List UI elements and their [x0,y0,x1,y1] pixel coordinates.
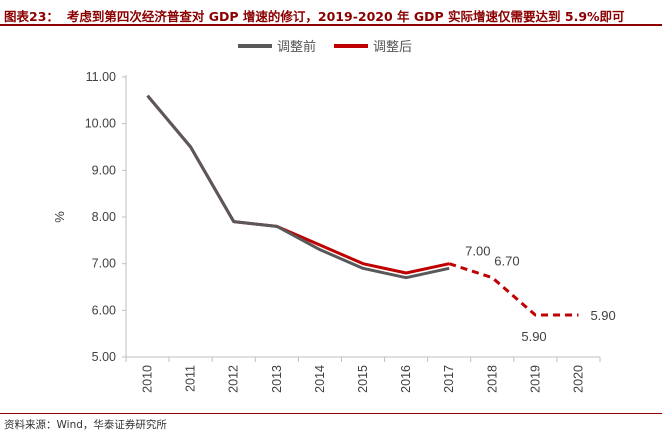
series-before-line [146,94,450,280]
x-tick-label: 2010 [141,365,155,393]
source-note: 资料来源：Wind，华泰证券研究所 [4,419,167,431]
x-tick-label: 2020 [571,365,585,393]
y-tick-label: 11.00 [86,70,116,84]
x-tick-label: 2013 [270,365,284,393]
x-tick-label: 2014 [313,365,327,393]
top-divider [0,24,662,26]
x-tick-label: 2015 [356,365,370,393]
x-tick-label: 2012 [227,365,241,393]
bottom-divider [0,413,662,414]
x-tick-label: 2018 [485,365,499,393]
legend-after-label: 调整后 [373,40,412,55]
chart-title: 图表23： 考虑到第四次经济普查对 GDP 增速的修订，2019-2020 年 G… [4,6,625,25]
series-after-solid-line [146,94,450,275]
figure-label: 图表23： [4,9,59,24]
y-tick-label: 5.00 [92,350,116,364]
y-tick-label: 6.00 [92,303,116,317]
figure-caption: 考虑到第四次经济普查对 GDP 增速的修订，2019-2020 年 GDP 实际… [66,9,625,24]
data-label-2017: 7.00 [465,244,490,259]
y-tick-label: 10.00 [85,117,116,131]
x-tick-label: 2011 [184,365,198,392]
y-tick-label: 7.00 [92,257,116,271]
legend-before-label: 调整前 [277,39,316,55]
series-after-forecast-line [448,262,579,317]
x-tick-label: 2019 [528,365,542,393]
x-tick-label: 2016 [399,365,413,393]
data-label-2018: 6.70 [494,254,519,269]
data-label-2020: 5.90 [590,308,615,323]
y-tick-label: 9.00 [92,163,116,177]
y-tick-label: 8.00 [92,210,116,224]
y-axis-title: % [52,211,67,223]
data-label-2019: 5.90 [521,329,546,344]
x-tick-label: 2017 [442,365,456,393]
